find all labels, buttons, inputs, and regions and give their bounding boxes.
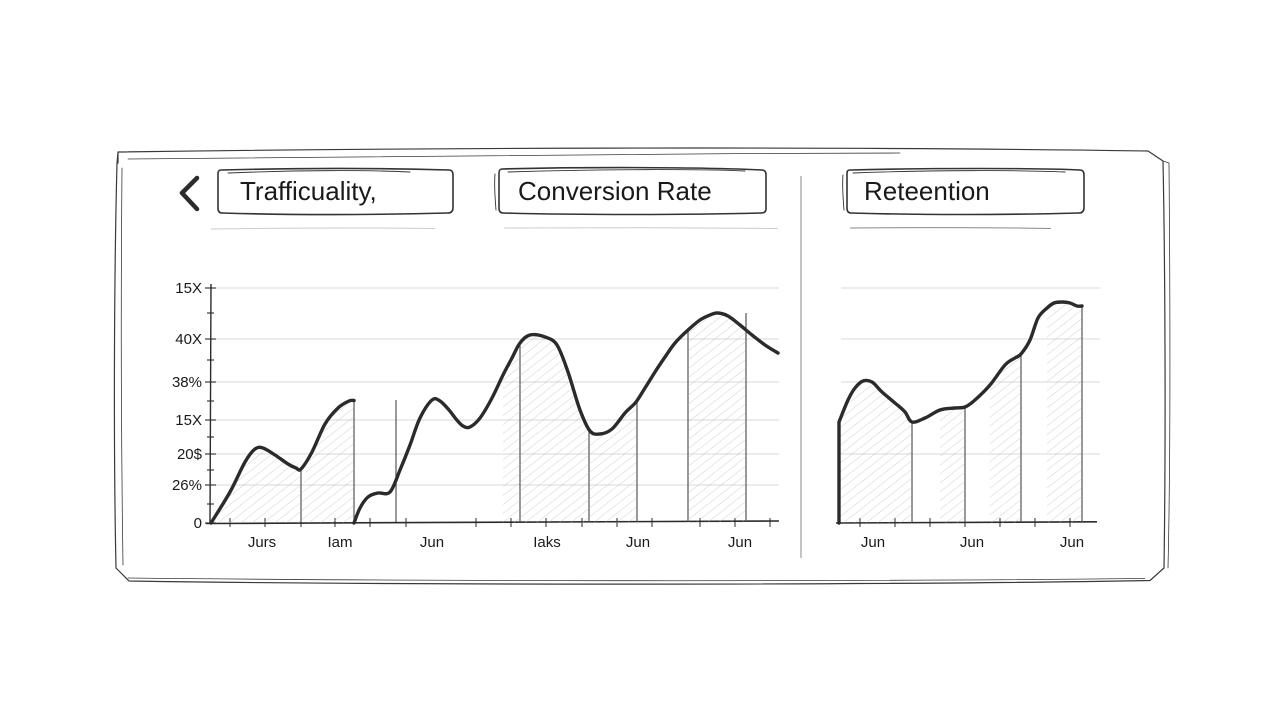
- svg-text:40X: 40X: [175, 331, 202, 348]
- svg-text:Conversion Rate: Conversion Rate: [518, 176, 712, 206]
- svg-text:15X: 15X: [175, 412, 202, 429]
- svg-text:Jun: Jun: [1060, 534, 1084, 551]
- svg-text:Trafficuality,: Trafficuality,: [240, 176, 377, 206]
- svg-text:20$: 20$: [177, 446, 203, 463]
- svg-text:Jun: Jun: [420, 534, 444, 551]
- svg-text:Jun: Jun: [626, 534, 650, 551]
- svg-text:Jun: Jun: [861, 534, 885, 551]
- svg-text:Reteention: Reteention: [864, 176, 990, 206]
- svg-text:15X: 15X: [175, 280, 202, 297]
- svg-text:Iam: Iam: [327, 534, 352, 551]
- svg-text:26%: 26%: [172, 477, 202, 494]
- svg-text:Jun: Jun: [960, 534, 984, 551]
- svg-text:38%: 38%: [172, 374, 202, 391]
- svg-text:Iaks: Iaks: [533, 534, 561, 551]
- svg-text:0: 0: [194, 515, 202, 532]
- svg-text:Jurs: Jurs: [248, 534, 276, 551]
- svg-text:Jun: Jun: [728, 534, 752, 551]
